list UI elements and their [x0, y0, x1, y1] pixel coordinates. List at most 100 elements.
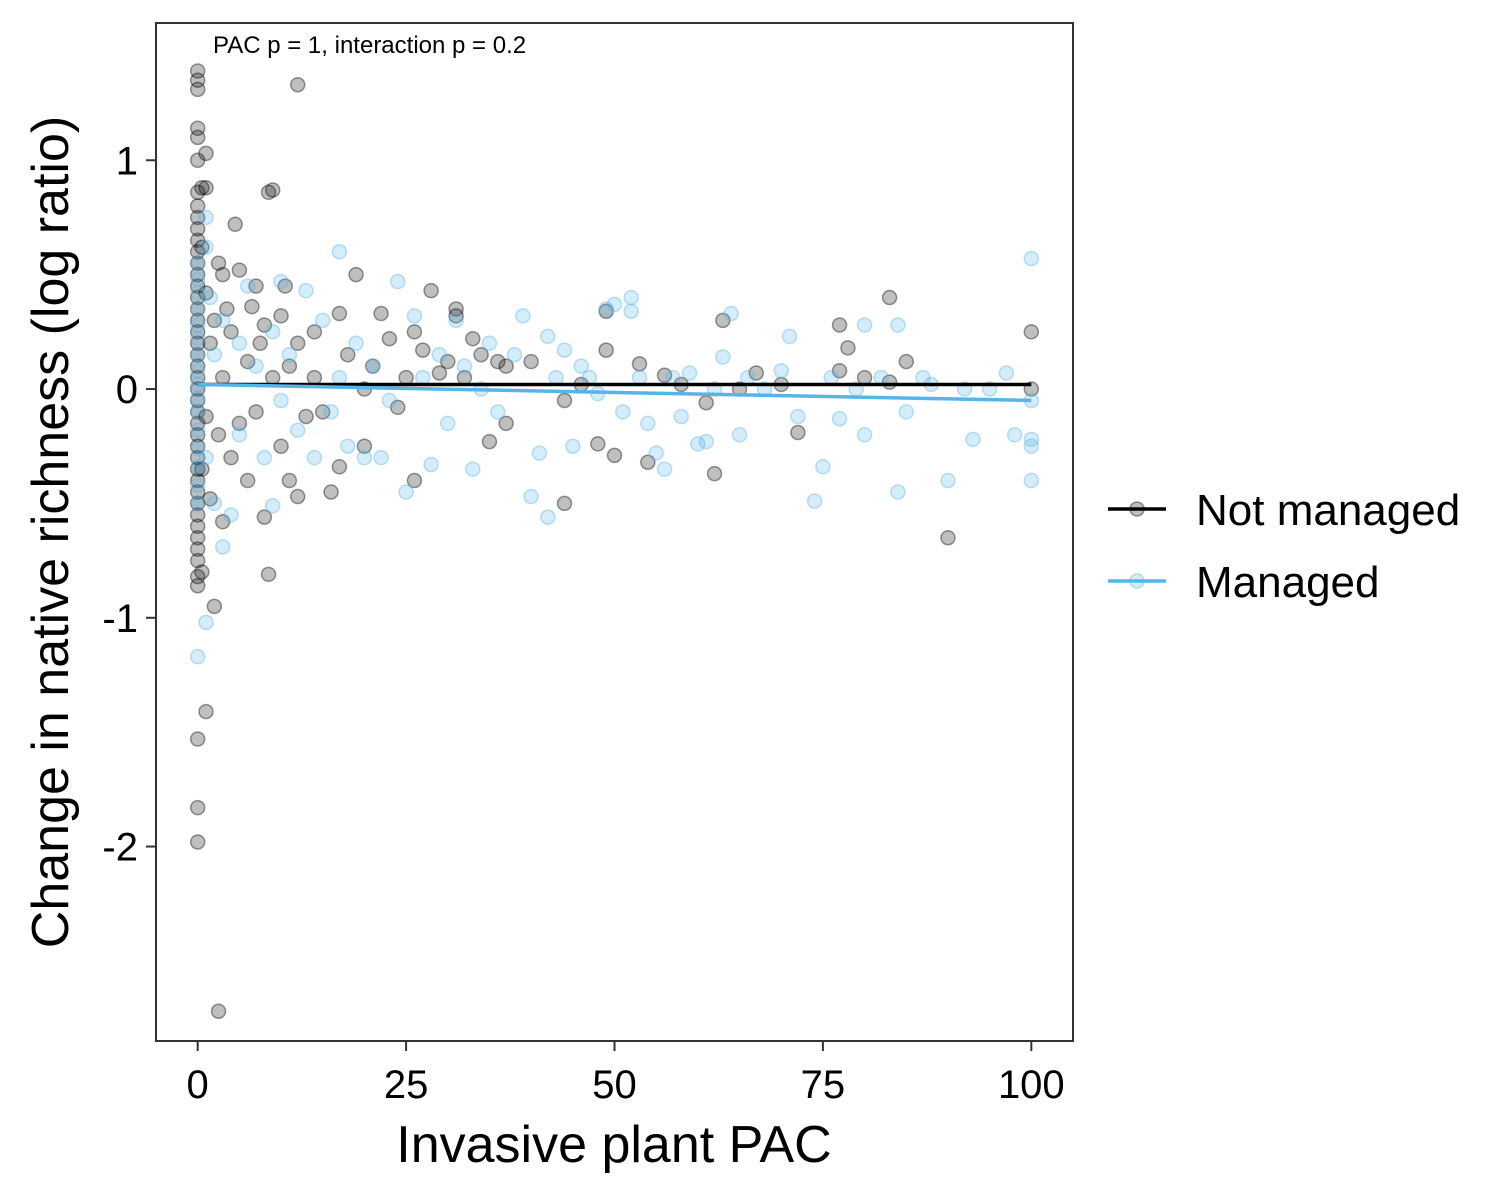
managed-point	[890, 484, 906, 500]
legend-marker-not-managed	[1129, 501, 1145, 517]
managed-point	[364, 358, 381, 374]
not-managed-point	[314, 404, 331, 420]
managed-point	[890, 317, 906, 333]
managed-point	[581, 369, 598, 386]
y-tick-label: -2	[102, 826, 138, 870]
not-managed-point	[189, 568, 206, 585]
not-managed-point	[831, 317, 848, 333]
fit-lines-layer	[197, 382, 1032, 403]
managed-point	[623, 289, 639, 306]
managed-point	[189, 390, 206, 406]
managed-point	[790, 408, 806, 425]
not-managed-point	[390, 399, 406, 416]
managed-point	[189, 495, 206, 512]
not-managed-point	[194, 461, 210, 477]
managed-point	[715, 349, 731, 365]
not-managed-point	[189, 731, 206, 747]
managed-point	[189, 459, 206, 475]
managed-point	[198, 614, 214, 631]
managed-point	[214, 312, 231, 329]
legend-label-not-managed: Not managed	[1196, 486, 1460, 535]
managed-point	[206, 495, 223, 512]
managed-point	[198, 239, 214, 255]
not-managed-point	[189, 184, 206, 201]
x-tick-label: 100	[998, 1063, 1065, 1107]
managed-point	[490, 404, 506, 420]
managed-point	[740, 369, 756, 386]
managed-point	[256, 449, 273, 466]
managed-point	[406, 308, 423, 324]
managed-point	[189, 477, 206, 493]
managed-point	[440, 415, 456, 432]
managed-point	[264, 324, 281, 340]
not-managed-point	[189, 63, 206, 79]
not-managed-point	[598, 342, 614, 358]
not-managed-point	[189, 415, 206, 432]
managed-point	[506, 346, 523, 363]
managed-point	[306, 449, 323, 466]
managed-point	[189, 422, 206, 438]
not-managed-point	[465, 330, 481, 347]
not-managed-point	[198, 703, 214, 720]
managed-point	[690, 436, 706, 452]
not-managed-point	[298, 408, 314, 425]
managed-point	[456, 358, 473, 374]
not-managed-point	[598, 303, 614, 319]
not-managed-point	[189, 507, 206, 523]
not-managed-point	[256, 509, 273, 525]
not-managed-point	[189, 324, 206, 340]
not-managed-point	[440, 353, 456, 370]
not-managed-point	[273, 308, 289, 324]
not-managed-point	[473, 346, 489, 363]
not-managed-point	[881, 289, 898, 306]
legend-label-managed: Managed	[1196, 558, 1379, 607]
not-managed-point	[339, 346, 356, 363]
not-managed-point	[189, 129, 206, 146]
managed-point	[640, 415, 656, 432]
not-managed-point	[239, 353, 256, 370]
managed-point	[189, 285, 206, 301]
managed-point	[189, 255, 206, 271]
legend-key-managed	[1108, 573, 1166, 589]
not-managed-point	[281, 472, 298, 489]
not-managed-point	[189, 518, 206, 535]
not-managed-point	[790, 424, 806, 441]
not-managed-point	[189, 404, 206, 420]
managed-point	[331, 369, 348, 386]
not-managed-point	[364, 358, 381, 374]
managed-point	[965, 431, 981, 448]
managed-point	[648, 445, 664, 461]
managed-point	[339, 438, 356, 454]
not-managed-point	[189, 301, 206, 317]
not-managed-point	[248, 278, 264, 294]
not-managed-point	[331, 459, 348, 475]
managed-point	[531, 445, 548, 461]
not-managed-point	[289, 77, 306, 93]
managed-point	[481, 335, 498, 352]
y-axis: 1 0 -1 -2	[102, 139, 156, 870]
not-managed-point	[289, 488, 306, 505]
not-managed-point	[231, 262, 248, 278]
points-layer	[189, 63, 1040, 1020]
not-managed-point	[223, 449, 239, 466]
not-managed-point	[189, 449, 206, 466]
not-managed-point	[289, 335, 306, 352]
managed-point	[998, 365, 1015, 381]
managed-point	[189, 301, 206, 317]
managed-point	[281, 346, 298, 363]
not-managed-point	[260, 566, 277, 583]
managed-point	[1006, 427, 1023, 443]
managed-point	[573, 358, 589, 374]
managed-point	[540, 509, 556, 525]
managed-point	[423, 456, 439, 473]
not-managed-point	[260, 184, 277, 201]
managed-point	[723, 305, 739, 322]
not-managed-point	[202, 491, 218, 507]
not-managed-point	[202, 335, 218, 352]
not-managed-point	[248, 404, 264, 420]
not-managed-point	[898, 353, 915, 370]
not-managed-point	[406, 324, 423, 340]
not-managed-point	[840, 340, 856, 356]
x-tick-label: 75	[801, 1063, 846, 1107]
not-managed-point	[640, 454, 656, 470]
